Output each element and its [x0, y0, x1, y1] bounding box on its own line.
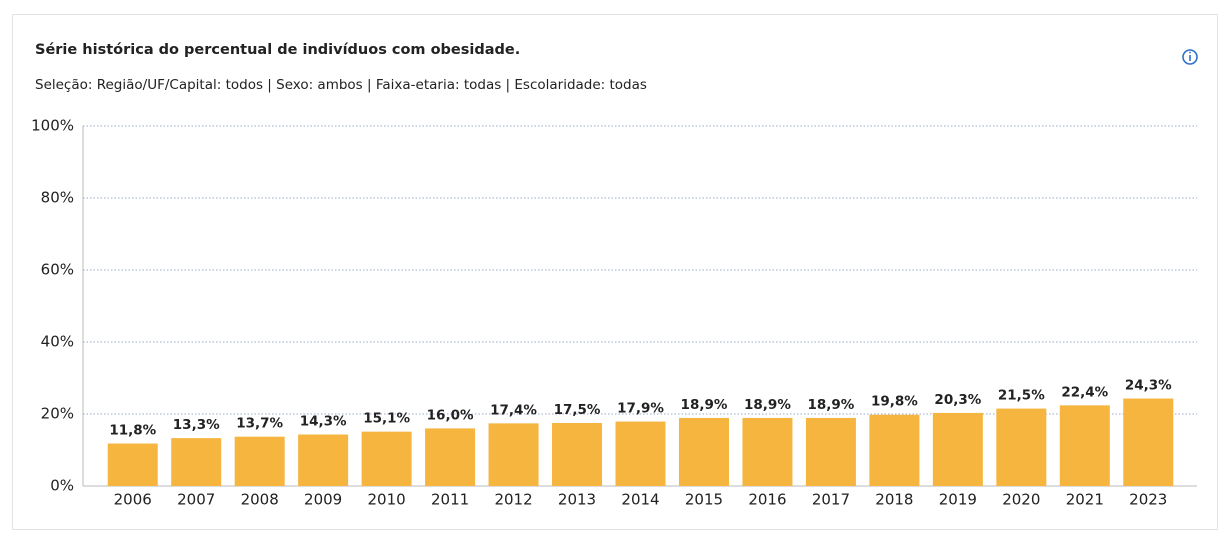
bar: [869, 414, 920, 486]
data-label: 15,1%: [363, 411, 410, 427]
bar: [488, 423, 539, 486]
x-tick-label: 2021: [1066, 491, 1104, 509]
bar: [1123, 398, 1174, 486]
bar: [678, 417, 729, 486]
bar: [361, 431, 412, 486]
data-label: 17,9%: [617, 401, 664, 417]
data-label: 17,5%: [554, 402, 601, 418]
x-tick-label: 2008: [241, 491, 279, 509]
x-tick-label: 2009: [304, 491, 342, 509]
y-tick-label: 60%: [41, 261, 74, 279]
x-tick-label: 2013: [558, 491, 596, 509]
bar: [1059, 405, 1110, 486]
bar: [742, 417, 793, 486]
x-tick-label: 2020: [1002, 491, 1040, 509]
x-tick-label: 2019: [939, 491, 977, 509]
data-label: 17,4%: [490, 402, 537, 418]
x-tick-label: 2011: [431, 491, 469, 509]
bar: [932, 412, 983, 486]
data-label: 11,8%: [109, 423, 156, 439]
data-label: 20,3%: [934, 392, 981, 408]
x-tick-label: 2016: [748, 491, 786, 509]
data-label: 22,4%: [1061, 384, 1108, 400]
data-label: 18,9%: [807, 397, 854, 413]
x-tick-label: 2017: [812, 491, 850, 509]
bar: [996, 408, 1047, 486]
data-label: 18,9%: [744, 397, 791, 413]
x-tick-label: 2006: [114, 491, 152, 509]
bar: [425, 428, 476, 486]
x-tick-label: 2015: [685, 491, 723, 509]
x-tick-label: 2010: [368, 491, 406, 509]
bar: [171, 438, 222, 486]
y-tick-label: 100%: [31, 117, 74, 135]
bar: [552, 423, 603, 486]
bar: [234, 436, 285, 486]
data-label: 14,3%: [300, 414, 347, 430]
data-label: 16,0%: [427, 407, 474, 423]
data-label: 24,3%: [1125, 378, 1172, 394]
y-tick-label: 80%: [41, 189, 74, 207]
x-tick-label: 2018: [875, 491, 913, 509]
data-label: 21,5%: [998, 388, 1045, 404]
x-tick-label: 2014: [621, 491, 659, 509]
data-label: 19,8%: [871, 394, 918, 410]
bar: [615, 421, 666, 486]
data-label: 13,3%: [173, 417, 220, 433]
x-tick-label: 2012: [494, 491, 532, 509]
chart-subtitle: Seleção: Região/UF/Capital: todos | Sexo…: [35, 77, 647, 93]
bar: [298, 434, 349, 486]
x-tick-label: 2007: [177, 491, 215, 509]
chart-title: Série histórica do percentual de indivíd…: [35, 42, 520, 58]
y-tick-label: 20%: [41, 405, 74, 423]
data-label: 18,9%: [681, 397, 728, 413]
info-icon[interactable]: [1182, 49, 1198, 65]
data-label: 13,7%: [236, 416, 283, 432]
bar: [107, 443, 158, 486]
x-tick-label: 2023: [1129, 491, 1167, 509]
y-tick-label: 0%: [50, 477, 74, 495]
bar: [805, 417, 856, 486]
y-tick-label: 40%: [41, 333, 74, 351]
